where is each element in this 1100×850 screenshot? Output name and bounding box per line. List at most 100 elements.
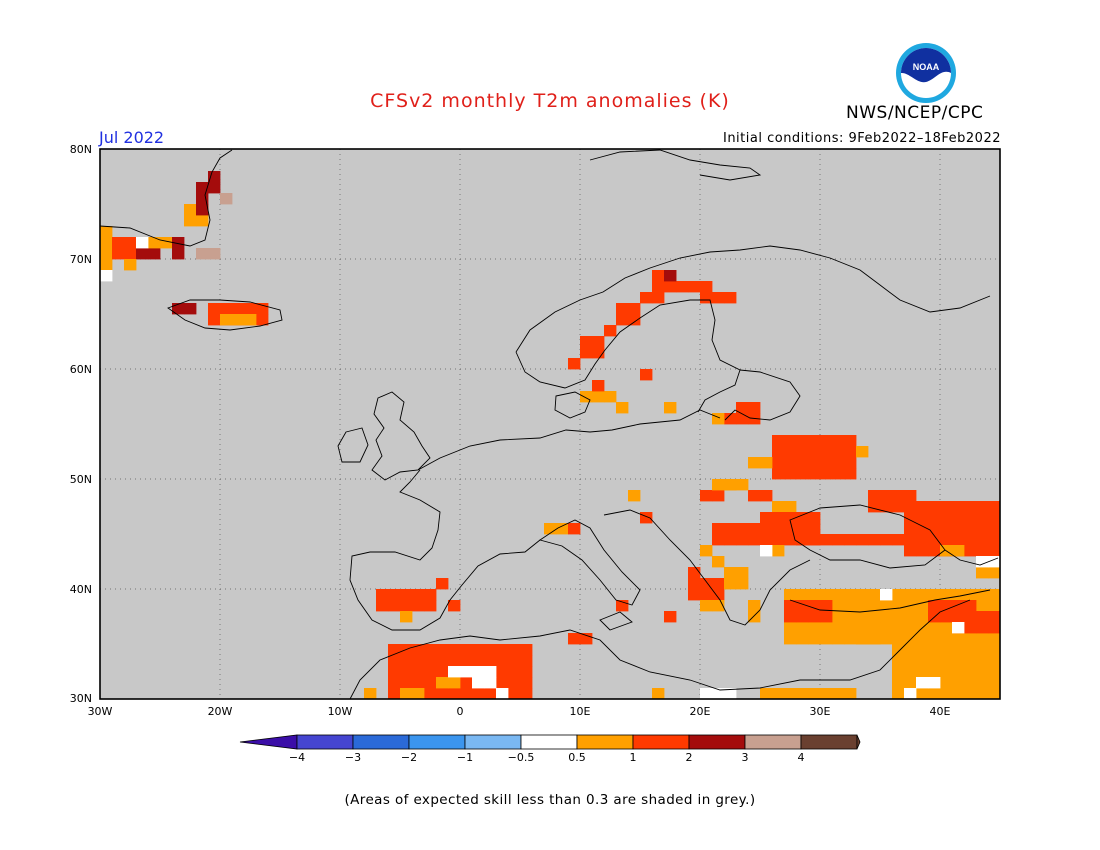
anomaly-cell [964,655,977,667]
anomaly-cell [496,688,509,700]
anomaly-cell [664,402,677,414]
anomaly-cell [844,622,857,634]
anomaly-cell [952,523,965,535]
anomaly-cell [592,380,605,392]
anomaly-cell [784,523,797,535]
anomaly-cell [772,523,785,535]
anomaly-cell [772,457,785,469]
anomaly-cell [400,677,413,689]
anomaly-cell [760,545,773,557]
lat-label-50n: 50N [69,473,92,486]
anomaly-cell [916,600,929,612]
anomaly-cell [796,468,809,480]
anomaly-cell [736,479,749,491]
anomaly-cell [988,644,1001,656]
anomaly-cell [964,523,977,535]
anomaly-cell [712,479,725,491]
anomaly-cell [832,457,845,469]
anomaly-cell [928,644,941,656]
anomaly-cell [448,655,461,667]
anomaly-cell [412,688,425,700]
anomaly-cell [412,600,425,612]
anomaly-cell [892,501,905,513]
anomaly-cell [388,666,401,678]
anomaly-cell [424,589,437,601]
anomaly-cell [784,435,797,447]
anomaly-cell [820,600,833,612]
anomaly-cell [916,545,929,557]
anomaly-cell [100,270,113,282]
anomaly-cell [616,600,629,612]
anomaly-cell [832,468,845,480]
anomaly-cell [988,611,1001,623]
anomaly-cell [940,589,953,601]
anomaly-cell [856,622,869,634]
anomaly-cell [592,391,605,403]
anomaly-cell [808,523,821,535]
anomaly-cell [508,677,521,689]
anomaly-cell [784,512,797,524]
anomaly-cell [976,611,989,623]
anomaly-cell [844,589,857,601]
colorbar-swatch [632,734,690,750]
lat-label-80n: 80N [69,143,92,156]
anomaly-cell [952,655,965,667]
anomaly-cell [436,688,449,700]
anomaly-cell [928,666,941,678]
anomaly-cell [568,633,581,645]
anomaly-cell [556,523,569,535]
colorbar-swatch [296,734,354,750]
anomaly-cell [796,688,809,700]
anomaly-cell [448,666,461,678]
anomaly-cell [460,677,473,689]
colorbar-label: 0.5 [568,751,586,764]
anomaly-cell [904,589,917,601]
anomaly-cell [808,435,821,447]
anomaly-cell [820,446,833,458]
anomaly-cell [148,237,161,249]
anomaly-cell [880,534,893,546]
anomaly-cell [208,303,221,315]
anomaly-cell [508,666,521,678]
anomaly-cell [952,666,965,678]
anomaly-cell [748,457,761,469]
anomaly-cell [820,622,833,634]
lat-label-40n: 40N [69,583,92,596]
anomaly-cell [976,655,989,667]
anomaly-cell [436,644,449,656]
anomaly-cell [124,237,137,249]
lon-label-20e: 20E [689,705,711,718]
anomaly-cell [244,303,257,315]
noaa-logo-icon: NOAA [895,42,957,104]
anomaly-cell [904,534,917,546]
anomaly-cell [544,523,557,535]
anomaly-cell [832,534,845,546]
anomaly-cell [616,303,629,315]
anomaly-cell [736,523,749,535]
anomaly-cell [940,677,953,689]
anomaly-cell [736,534,749,546]
lon-label-30w: 30W [87,705,113,718]
anomaly-cell [832,589,845,601]
anomaly-cell [472,688,485,700]
anomaly-cell [784,468,797,480]
anomaly-cell [928,512,941,524]
anomaly-cell [664,611,677,623]
anomaly-cell [916,677,929,689]
anomaly-cell [436,578,449,590]
anomaly-cell [472,655,485,667]
anomaly-cell [460,666,473,678]
anomaly-cell [712,490,725,502]
anomaly-cell [820,589,833,601]
anomaly-cell [652,281,665,293]
anomaly-cell [772,435,785,447]
anomaly-cell [784,534,797,546]
lon-label-10e: 10E [569,705,591,718]
organization-label: NWS/NCEP/CPC [846,103,984,123]
anomaly-cell [892,611,905,623]
anomaly-cell [112,248,125,260]
anomaly-cell [904,644,917,656]
anomaly-cell [904,622,917,634]
anomaly-cell [940,688,953,700]
anomaly-cell [904,501,917,513]
